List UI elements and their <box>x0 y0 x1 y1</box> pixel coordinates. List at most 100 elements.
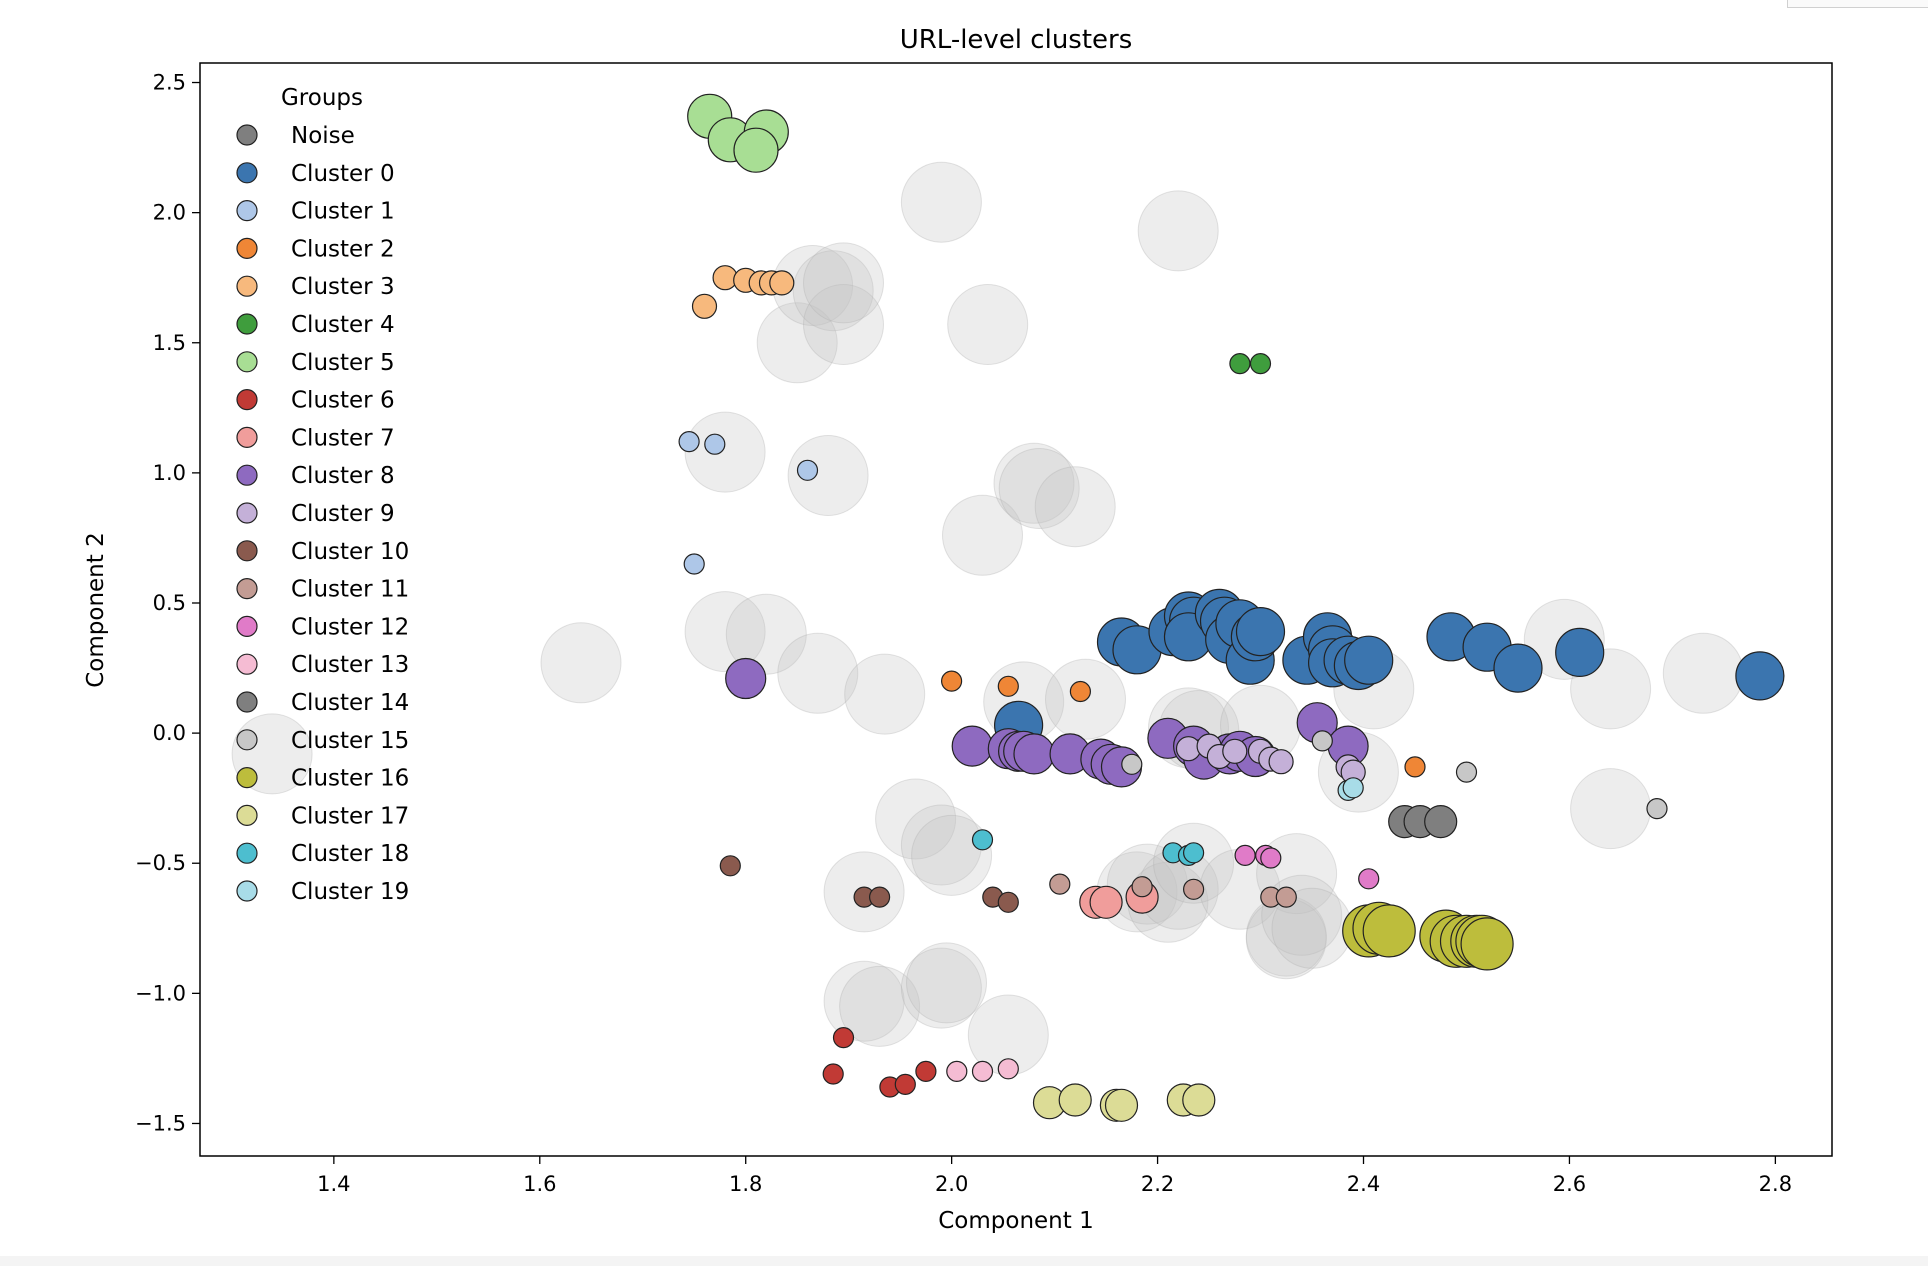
legend-marker-cluster-10 <box>236 540 258 562</box>
legend-marker-noise <box>236 124 258 146</box>
legend-marker-cluster-2 <box>236 237 258 259</box>
cluster-3-point <box>769 270 795 296</box>
cluster-9-point <box>1268 749 1294 775</box>
noise-point <box>998 448 1080 529</box>
cluster-13-point <box>997 1058 1019 1080</box>
legend-marker-cluster-0 <box>236 162 258 184</box>
cluster-7-point <box>1089 885 1123 919</box>
legend-marker-cluster-8 <box>236 464 258 486</box>
cluster-16-point <box>1460 917 1514 971</box>
noise-point <box>823 960 905 1042</box>
cluster-1-point <box>796 459 819 481</box>
cluster-0-point <box>1735 651 1785 701</box>
y-tick-label: 1.5 <box>153 331 186 355</box>
legend-label-noise: Noise <box>291 123 355 149</box>
cluster-11-point <box>1275 886 1297 908</box>
legend-label-cluster-16: Cluster 16 <box>291 766 409 792</box>
noise-point <box>875 778 957 860</box>
cluster-8-point <box>725 657 767 700</box>
noise-point <box>1034 466 1116 548</box>
y-tick-label: −1.0 <box>135 981 186 1005</box>
legend-label-cluster-6: Cluster 6 <box>291 388 395 414</box>
noise-point <box>787 435 869 516</box>
noise-point <box>1570 768 1652 850</box>
cluster-6-point <box>822 1063 844 1085</box>
legend-marker-cluster-6 <box>236 389 258 411</box>
noise-point <box>725 593 807 675</box>
noise-point <box>839 965 921 1047</box>
x-tick-label: 2.0 <box>935 1172 968 1196</box>
cluster-2-point <box>1404 756 1426 778</box>
points-layer <box>231 93 1785 1122</box>
legend-marker-cluster-19 <box>236 880 258 902</box>
noise-point <box>756 302 838 384</box>
legend-title: Groups <box>281 85 363 111</box>
noise-point <box>803 242 884 324</box>
y-tick-label: 1.0 <box>153 461 186 485</box>
bottom-bar <box>0 1256 1928 1266</box>
cluster-0-point <box>1235 606 1286 657</box>
noise-point <box>900 947 982 1029</box>
legend-label-cluster-9: Cluster 9 <box>291 501 395 527</box>
cluster-11-point <box>1182 878 1205 900</box>
legend-marker-cluster-13 <box>236 653 258 675</box>
y-axis-label: Component 2 <box>83 532 109 687</box>
y-tick-label: 2.0 <box>153 201 186 225</box>
x-tick-label: 2.2 <box>1141 1172 1174 1196</box>
cluster-10-point <box>868 886 891 908</box>
cluster-3-point <box>691 293 718 319</box>
cluster-6-point <box>894 1073 916 1096</box>
cluster-16-point <box>1362 904 1416 958</box>
noise-point <box>684 411 766 493</box>
legend-label-cluster-19: Cluster 19 <box>291 879 409 905</box>
legend: Groups Noise Cluster 0 Cluster 1 Cluster 2 C… <box>236 85 409 905</box>
legend-marker-cluster-16 <box>236 766 258 789</box>
y-tick-label: −1.5 <box>135 1111 186 1135</box>
noise-point <box>777 632 859 714</box>
noise-point <box>993 442 1075 524</box>
legend-marker-cluster-15 <box>236 729 258 751</box>
legend-marker-cluster-17 <box>236 804 258 827</box>
x-tick-label: 1.4 <box>317 1172 350 1196</box>
cluster-17-point <box>1104 1088 1139 1122</box>
cluster-2-point <box>940 670 963 692</box>
cluster-5-point <box>733 127 779 173</box>
x-tick-label: 2.6 <box>1553 1172 1586 1196</box>
cluster-15-point <box>1121 753 1143 775</box>
cluster-0-point <box>1344 635 1394 685</box>
legend-label-cluster-15: Cluster 15 <box>291 728 409 754</box>
plot-background <box>200 63 1832 1156</box>
cluster-11-point <box>1049 873 1071 895</box>
cluster-10-point <box>997 891 1019 913</box>
cluster-13-point <box>971 1060 994 1083</box>
legend-marker-cluster-4 <box>236 313 258 335</box>
noise-point <box>947 284 1029 365</box>
cluster-8-point <box>1013 733 1055 775</box>
cluster-0-point <box>1493 643 1543 693</box>
cluster-6-point <box>915 1060 937 1083</box>
x-tick-label: 2.8 <box>1759 1172 1792 1196</box>
cluster-15-point <box>1646 797 1668 820</box>
noise-point <box>844 653 926 735</box>
noise-point <box>792 250 874 332</box>
cluster-2-point <box>997 675 1019 697</box>
cluster-17-point <box>1182 1083 1216 1117</box>
cluster-2-point <box>1069 680 1092 703</box>
window-corner <box>1787 0 1928 8</box>
legend-label-cluster-1: Cluster 1 <box>291 199 395 225</box>
cluster-18-point <box>971 829 994 851</box>
legend-marker-cluster-11 <box>236 577 258 600</box>
cluster-14-point <box>1424 804 1458 839</box>
x-axis-label: Component 1 <box>938 1208 1093 1234</box>
legend-marker-cluster-18 <box>236 842 258 864</box>
cluster-9-point <box>1222 738 1248 764</box>
cluster-13-point <box>946 1060 968 1083</box>
x-tick-label: 1.6 <box>523 1172 556 1196</box>
legend-label-cluster-11: Cluster 11 <box>291 577 409 603</box>
y-tick-label: −0.5 <box>135 851 186 875</box>
legend-marker-cluster-12 <box>236 615 258 638</box>
legend-label-cluster-7: Cluster 7 <box>291 425 395 451</box>
cluster-10-point <box>719 855 741 877</box>
